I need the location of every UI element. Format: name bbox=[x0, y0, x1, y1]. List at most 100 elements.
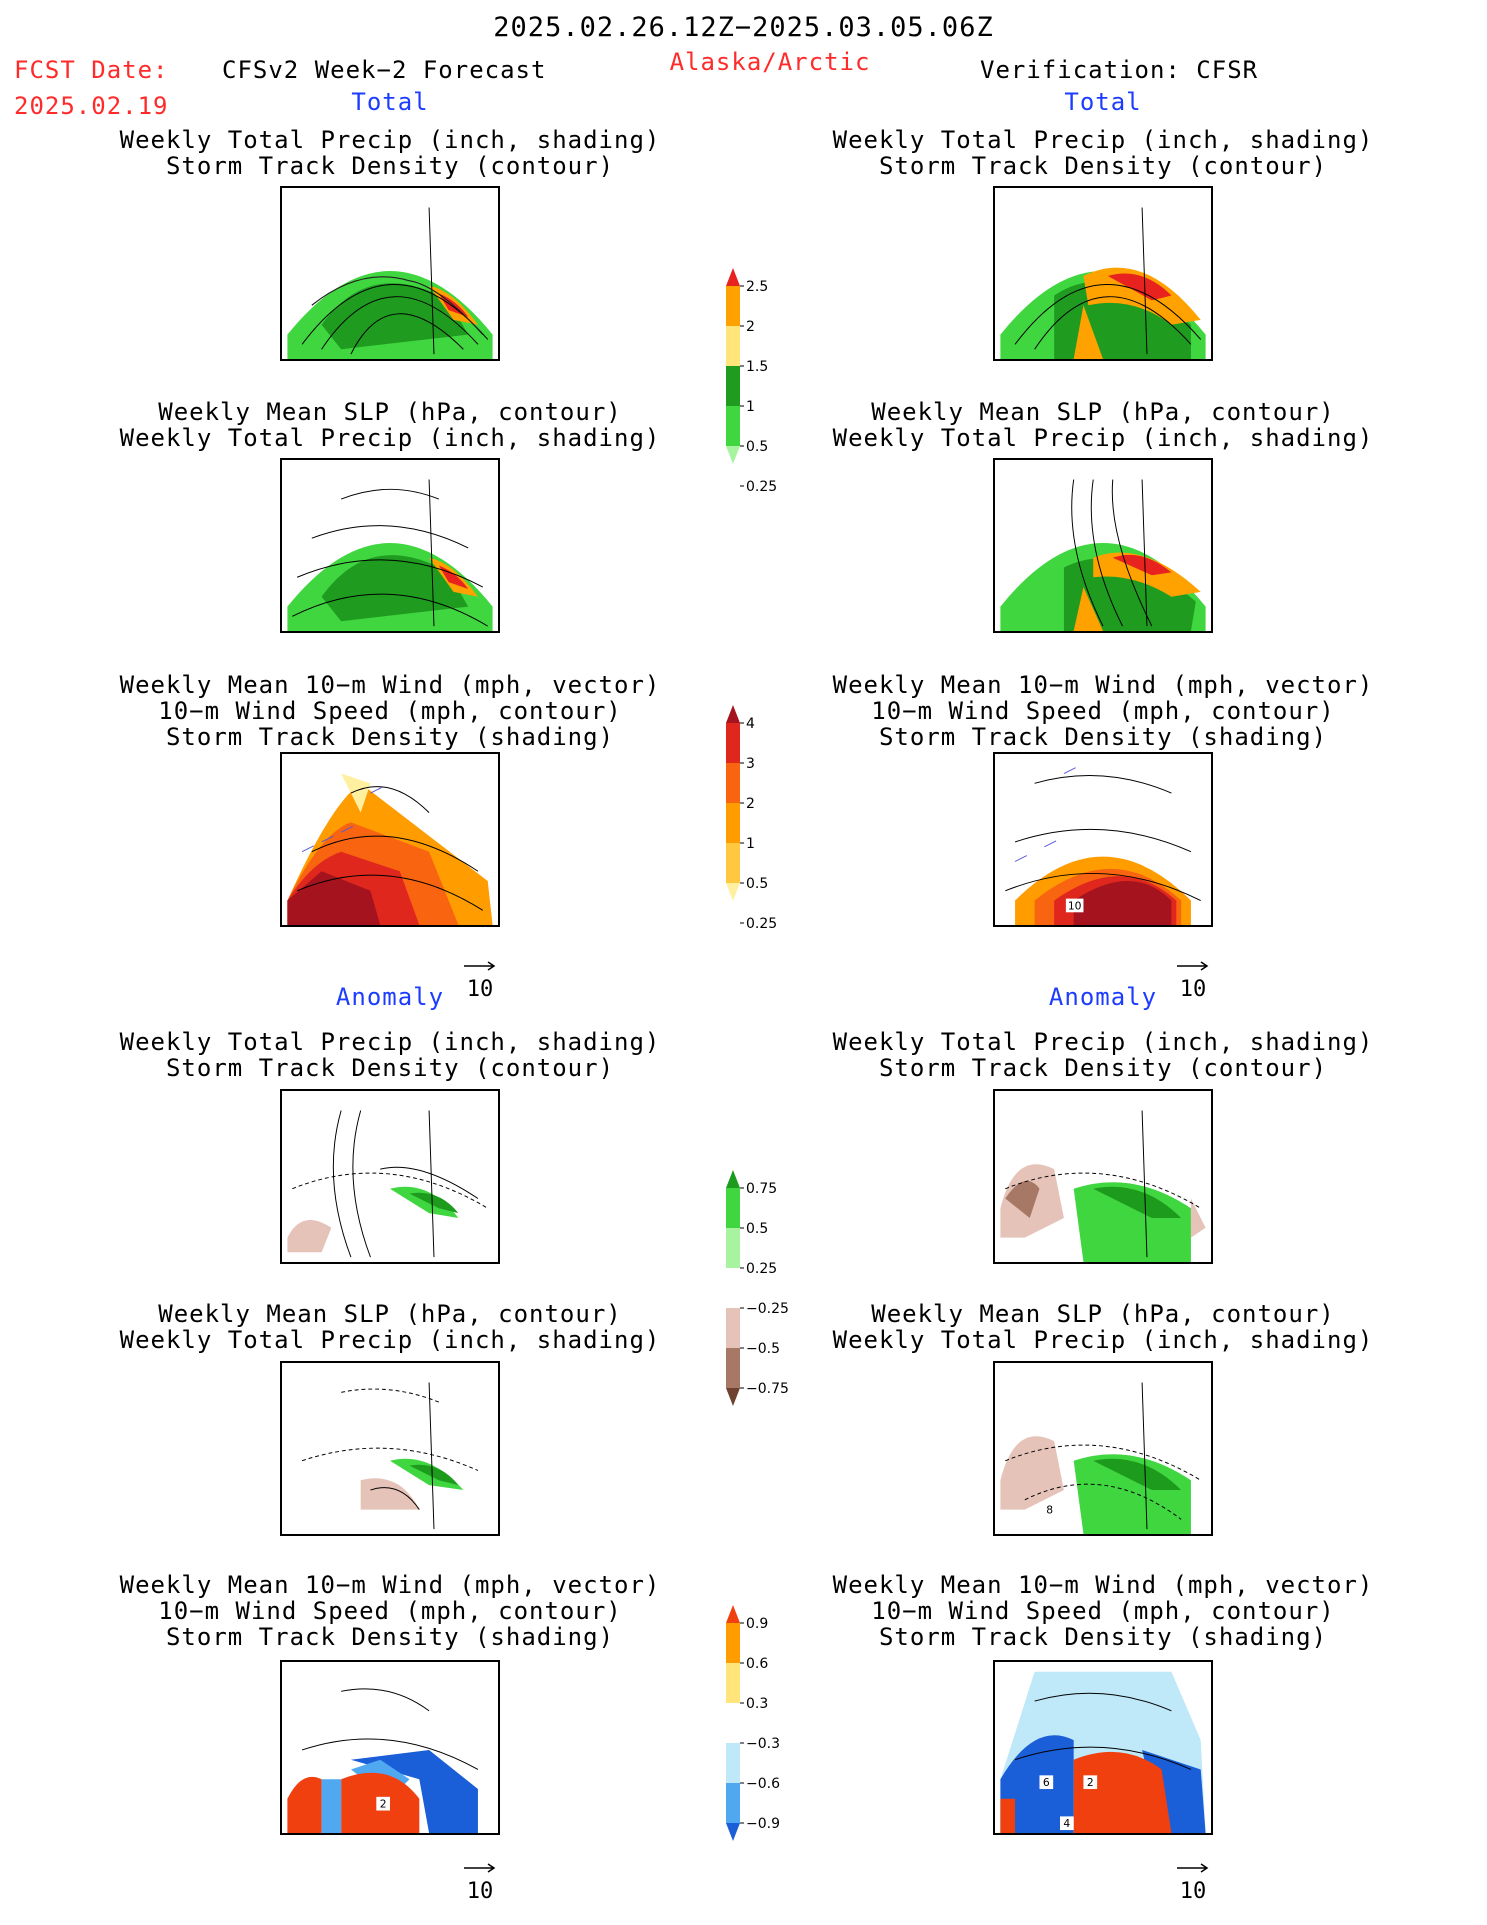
panel-title-line: Storm Track Density (contour) bbox=[165, 152, 615, 180]
map-verification-total-precip-storm bbox=[993, 186, 1213, 361]
colorbar-tick-label: 3 bbox=[746, 756, 755, 772]
colorbar-tick-label: 0.25 bbox=[746, 479, 777, 495]
vector-reference: 10 bbox=[1175, 1855, 1211, 1904]
colorbar-tick-label: 4 bbox=[746, 716, 755, 732]
colorbar-segment bbox=[726, 1188, 740, 1228]
panel-title-line: 10−m Wind Speed (mph, contour) bbox=[158, 697, 622, 725]
map-verification-anomaly-slp-precip: 8 bbox=[993, 1361, 1213, 1536]
colorbar-segment bbox=[726, 1663, 740, 1703]
panel-title-line: Storm Track Density (contour) bbox=[878, 1054, 1328, 1082]
panel-title-line: Weekly Total Precip (inch, shading) bbox=[119, 424, 661, 452]
forecast-model-title: CFSv2 Week−2 Forecast bbox=[222, 56, 547, 84]
colorbar-segment bbox=[726, 1348, 740, 1388]
panel-title-line: Weekly Total Precip (inch, shading) bbox=[832, 126, 1374, 154]
panel-title-line: Weekly Mean SLP (hPa, contour) bbox=[871, 398, 1335, 426]
colorbar-tick-label: 0.6 bbox=[746, 1656, 768, 1672]
colorbar-segment bbox=[726, 763, 740, 803]
fcst-date-label: FCST Date: bbox=[14, 56, 169, 84]
map-forecast-total-precip-storm bbox=[280, 186, 500, 361]
arrow-right-icon bbox=[1177, 1863, 1209, 1873]
panel-title-line: Weekly Mean 10−m Wind (mph, vector) bbox=[832, 1571, 1374, 1599]
colorbar-segment bbox=[726, 406, 740, 446]
panel-title-line: Weekly Total Precip (inch, shading) bbox=[832, 424, 1374, 452]
colorbar-segment bbox=[726, 1388, 740, 1406]
panel-title-line: Weekly Mean SLP (hPa, contour) bbox=[158, 1300, 622, 1328]
panel-title-line: 10−m Wind Speed (mph, contour) bbox=[871, 697, 1335, 725]
colorbar-segment bbox=[726, 1605, 740, 1623]
colorbar-tick-label: −0.25 bbox=[746, 1301, 789, 1317]
panel-title-line: Storm Track Density (shading) bbox=[165, 723, 615, 751]
section-anomaly-right: Anomaly bbox=[1048, 983, 1158, 1011]
colorbar-tick-label: 0.5 bbox=[746, 1221, 768, 1237]
colorbar-segment bbox=[726, 1623, 740, 1663]
colorbar-segment bbox=[726, 326, 740, 366]
panel-title-line: Weekly Total Precip (inch, shading) bbox=[832, 1326, 1374, 1354]
panel-title-line: Storm Track Density (contour) bbox=[878, 152, 1328, 180]
panel-contour-label: 8 bbox=[1046, 1503, 1053, 1516]
colorbar-segment bbox=[726, 1783, 740, 1823]
panel-title-line: Storm Track Density (shading) bbox=[878, 723, 1328, 751]
vector-reference: 10 bbox=[462, 1855, 498, 1904]
panel-contour-label: 6 bbox=[1043, 1776, 1050, 1789]
colorbar-segment bbox=[726, 1228, 740, 1268]
colorbar-tick-label: 1.5 bbox=[746, 359, 768, 375]
arrow-right-icon bbox=[1177, 961, 1209, 971]
map-verification-anomaly-wind-storm: 6 2 4 bbox=[993, 1660, 1213, 1835]
panel-contour-label: 2 bbox=[380, 1798, 387, 1811]
section-total-left: Total bbox=[351, 88, 429, 116]
colorbar-segment bbox=[726, 446, 740, 464]
colorbar-tick-label: 0.5 bbox=[746, 876, 768, 892]
colorbar-tick-label: 0.75 bbox=[746, 1181, 777, 1197]
colorbar-storm-anomaly: 0.9 0.6 0.3 −0.3 −0.6 −0.9 bbox=[718, 1605, 798, 1899]
colorbar-segment bbox=[726, 883, 740, 901]
colorbar-storm-total: 4 3 2 1 0.5 0.25 bbox=[718, 705, 798, 999]
fcst-date-value: 2025.02.19 bbox=[14, 92, 169, 120]
colorbar-segment bbox=[726, 268, 740, 286]
colorbar-tick-label: 1 bbox=[746, 399, 755, 415]
arrow-right-icon bbox=[464, 1863, 496, 1873]
colorbar-tick-label: −0.75 bbox=[746, 1381, 789, 1397]
colorbar-tick-label: 2 bbox=[746, 796, 755, 812]
colorbar-segment bbox=[726, 705, 740, 723]
colorbar-tick-label: −0.6 bbox=[746, 1776, 780, 1792]
colorbar-tick-label: 0.5 bbox=[746, 439, 768, 455]
panel-contour-label: 2 bbox=[1087, 1776, 1094, 1789]
panel-title-line: Weekly Mean 10−m Wind (mph, vector) bbox=[119, 671, 661, 699]
colorbar-tick-label: 0.25 bbox=[746, 916, 777, 932]
colorbar-segment bbox=[726, 1170, 740, 1188]
vector-reference-value: 10 bbox=[1179, 977, 1207, 1002]
colorbar-segment bbox=[726, 366, 740, 406]
panel-title-line: Weekly Mean SLP (hPa, contour) bbox=[871, 1300, 1335, 1328]
panel-title-line: Weekly Total Precip (inch, shading) bbox=[119, 1326, 661, 1354]
panel-title-line: 10−m Wind Speed (mph, contour) bbox=[158, 1597, 622, 1625]
colorbar-tick-label: 2.5 bbox=[746, 279, 768, 295]
panel-title-line: Storm Track Density (shading) bbox=[165, 1623, 615, 1651]
colorbar-tick-label: 2 bbox=[746, 319, 755, 335]
panel-contour-label: 4 bbox=[1063, 1817, 1070, 1830]
arrow-right-icon bbox=[464, 961, 496, 971]
panel-title-line: Weekly Total Precip (inch, shading) bbox=[119, 126, 661, 154]
colorbar-segment bbox=[726, 1823, 740, 1841]
colorbar-precip-anomaly: 0.75 0.5 0.25 −0.25 −0.5 −0.75 bbox=[718, 1170, 798, 1464]
colorbar-tick-label: 0.9 bbox=[746, 1616, 768, 1632]
panel-title-line: Weekly Mean SLP (hPa, contour) bbox=[158, 398, 622, 426]
map-forecast-anomaly-slp-precip bbox=[280, 1361, 500, 1536]
vector-reference-value: 10 bbox=[466, 1879, 494, 1904]
section-total-right: Total bbox=[1064, 88, 1142, 116]
period-title: 2025.02.26.12Z−2025.03.05.06Z bbox=[493, 12, 994, 43]
map-verification-total-wind-storm: 10 bbox=[993, 752, 1213, 927]
region-title: Alaska/Arctic bbox=[669, 48, 871, 76]
colorbar-tick-label: 0.3 bbox=[746, 1696, 768, 1712]
map-verification-anomaly-precip-storm bbox=[993, 1089, 1213, 1264]
panel-title-line: Weekly Mean 10−m Wind (mph, vector) bbox=[119, 1571, 661, 1599]
colorbar-tick-label: 1 bbox=[746, 836, 755, 852]
map-forecast-anomaly-wind-storm: 2 bbox=[280, 1660, 500, 1835]
colorbar-tick-label: −0.5 bbox=[746, 1341, 780, 1357]
colorbar-segment bbox=[726, 1703, 740, 1743]
colorbar-segment bbox=[726, 1308, 740, 1348]
vector-reference-value: 10 bbox=[466, 977, 494, 1002]
colorbar-segment bbox=[726, 723, 740, 763]
colorbar-segment bbox=[726, 843, 740, 883]
panel-contour-label: 10 bbox=[1068, 899, 1082, 912]
colorbar-tick-label: −0.3 bbox=[746, 1736, 780, 1752]
